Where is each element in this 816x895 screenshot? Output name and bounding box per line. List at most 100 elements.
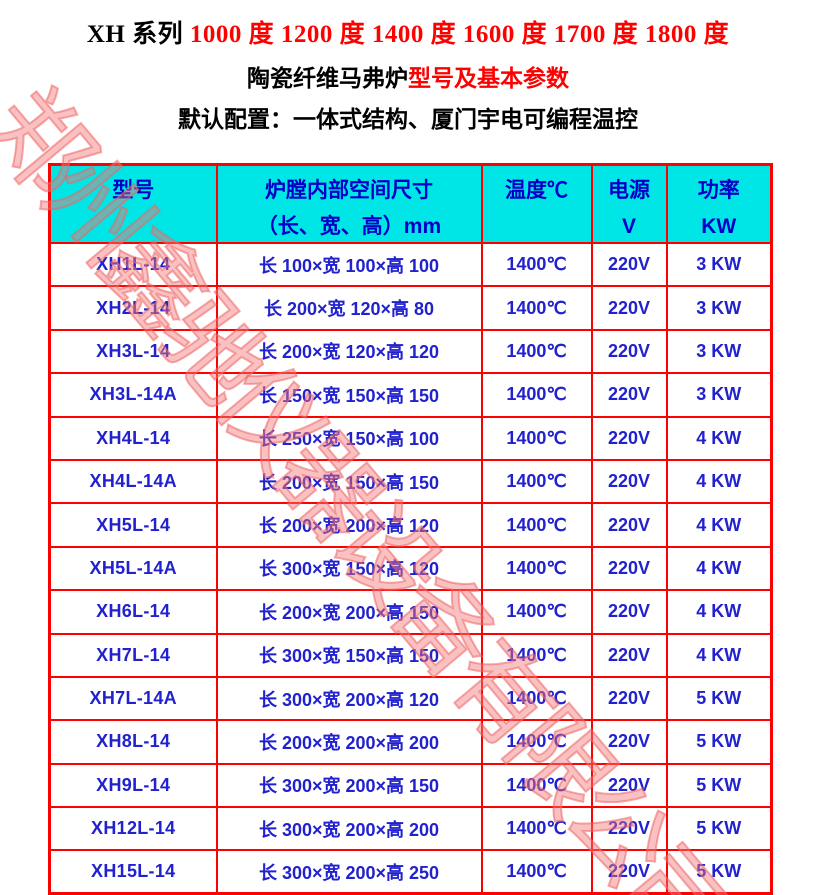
power-cell: 5 KW (665, 675, 773, 722)
table-row: XH7L-14A 长 300×宽 200×高 120 1400℃ 220V 5 KW (48, 675, 773, 722)
header-model-label: 型号 (112, 179, 155, 202)
title-series-black: XH 系列 (86, 21, 190, 48)
header-model-sub (52, 212, 215, 241)
voltage-cell: 220V (590, 675, 668, 722)
voltage-cell: 220V (590, 458, 668, 505)
voltage-cell: 220V (590, 502, 668, 548)
table-row: XH12L-14 长 300×宽 200×高 200 1400℃ 220V 5 KW (48, 806, 773, 852)
model-cell: XH7L-14 (48, 632, 218, 678)
power-cell: 3 KW (665, 241, 773, 288)
temp-cell: 1400℃ (480, 545, 593, 592)
model-cell: XH12L-14 (48, 806, 218, 852)
header-voltage-sub: V (621, 215, 636, 238)
model-cell: XH8L-14 (48, 719, 218, 765)
size-cell: 长 200×宽 200×高 120 (215, 502, 483, 548)
size-cell: 长 300×宽 200×高 200 (215, 806, 483, 852)
header-row: 型号 炉膛内部空间尺寸 （长、宽、高）mm 温度℃ 电源 V 功率 KW (48, 163, 773, 244)
temp-cell: 1400℃ (480, 372, 593, 418)
power-cell: 5 KW (665, 719, 773, 765)
temp-cell: 1400℃ (480, 762, 593, 809)
voltage-cell: 220V (590, 545, 668, 592)
header-voltage-label: 电源 (608, 179, 650, 202)
power-cell: 3 KW (665, 285, 773, 331)
table-row: XH6L-14 长 200×宽 200×高 150 1400℃ 220V 4 KW (48, 589, 773, 635)
power-cell: 3 KW (665, 372, 773, 418)
table-row: XH8L-14 长 200×宽 200×高 200 1400℃ 220V 5 KW (48, 719, 773, 765)
title-series-line: XH 系列 1000 度 1200 度 1400 度 1600 度 1700 度… (0, 18, 816, 52)
header-temperature: 温度℃ (480, 163, 593, 244)
header-power: 功率 KW (665, 163, 773, 244)
model-cell: XH2L-14 (48, 285, 218, 331)
table-row: XH4L-14 长 250×宽 150×高 100 1400℃ 220V 4 KW (48, 415, 773, 461)
title-product-line: 陶瓷纤维马弗炉型号及基本参数 (0, 62, 816, 94)
temp-cell: 1400℃ (480, 241, 593, 288)
voltage-cell: 220V (590, 762, 668, 809)
power-cell: 4 KW (665, 502, 773, 548)
temp-cell: 1400℃ (480, 589, 593, 635)
temp-cell: 1400℃ (480, 806, 593, 852)
voltage-cell: 220V (590, 806, 668, 852)
size-cell: 长 200×宽 120×高 120 (215, 328, 483, 375)
power-cell: 5 KW (665, 849, 773, 895)
temp-cell: 1400℃ (480, 719, 593, 765)
size-cell: 长 300×宽 150×高 150 (215, 632, 483, 678)
temp-cell: 1400℃ (480, 502, 593, 548)
temp-cell: 1400℃ (480, 849, 593, 895)
table-row: XH5L-14 长 200×宽 200×高 120 1400℃ 220V 4 KW (48, 502, 773, 548)
power-cell: 4 KW (665, 632, 773, 678)
model-cell: XH4L-14 (48, 415, 218, 461)
voltage-cell: 220V (590, 285, 668, 331)
model-cell: XH3L-14A (48, 372, 218, 418)
model-cell: XH7L-14A (48, 675, 218, 722)
header-chamber-size-sub: （长、宽、高）mm (256, 215, 442, 238)
header-chamber-size: 炉膛内部空间尺寸 （长、宽、高）mm (215, 163, 483, 244)
size-cell: 长 300×宽 200×高 250 (215, 849, 483, 895)
table-row: XH4L-14A 长 200×宽 150×高 150 1400℃ 220V 4 KW (48, 458, 773, 505)
document-header: XH 系列 1000 度 1200 度 1400 度 1600 度 1700 度… (0, 18, 816, 135)
voltage-cell: 220V (590, 328, 668, 375)
title-product-red: 型号及基本参数 (408, 65, 569, 91)
temp-cell: 1400℃ (480, 632, 593, 678)
power-cell: 4 KW (665, 589, 773, 635)
voltage-cell: 220V (590, 719, 668, 765)
size-cell: 长 250×宽 150×高 100 (215, 415, 483, 461)
temp-cell: 1400℃ (480, 415, 593, 461)
power-cell: 4 KW (665, 545, 773, 592)
voltage-cell: 220V (590, 632, 668, 678)
size-cell: 长 300×宽 200×高 120 (215, 675, 483, 722)
model-cell: XH5L-14A (48, 545, 218, 592)
size-cell: 长 200×宽 200×高 200 (215, 719, 483, 765)
model-cell: XH15L-14 (48, 849, 218, 895)
header-power-sub: KW (701, 215, 737, 238)
table-row: XH7L-14 长 300×宽 150×高 150 1400℃ 220V 4 KW (48, 632, 773, 678)
table-row: XH3L-14A 长 150×宽 150×高 150 1400℃ 220V 3 KW (48, 372, 773, 418)
power-cell: 5 KW (665, 806, 773, 852)
model-cell: XH4L-14A (48, 458, 218, 505)
voltage-cell: 220V (590, 589, 668, 635)
header-chamber-size-label: 炉膛内部空间尺寸 (265, 179, 433, 202)
temp-cell: 1400℃ (480, 328, 593, 375)
size-cell: 长 200×宽 200×高 150 (215, 589, 483, 635)
title-default-config: 默认配置：一体式结构、厦门宇电可编程温控 (178, 106, 638, 132)
size-cell: 长 200×宽 150×高 150 (215, 458, 483, 505)
spec-table-header: 型号 炉膛内部空间尺寸 （长、宽、高）mm 温度℃ 电源 V 功率 KW (48, 163, 773, 244)
spec-table: 型号 炉膛内部空间尺寸 （长、宽、高）mm 温度℃ 电源 V 功率 KW XH1… (48, 163, 773, 895)
header-voltage: 电源 V (590, 163, 668, 244)
table-row: XH15L-14 长 300×宽 200×高 250 1400℃ 220V 5 KW (48, 849, 773, 895)
power-cell: 4 KW (665, 458, 773, 505)
size-cell: 长 200×宽 120×高 80 (215, 285, 483, 331)
title-series-degrees: 1000 度 1200 度 1400 度 1600 度 1700 度 1800 … (189, 21, 730, 48)
power-cell: 3 KW (665, 328, 773, 375)
voltage-cell: 220V (590, 372, 668, 418)
header-power-label: 功率 (697, 179, 740, 202)
header-temperature-sub (484, 212, 590, 241)
model-cell: XH5L-14 (48, 502, 218, 548)
size-cell: 长 300×宽 200×高 150 (215, 762, 483, 809)
table-row: XH9L-14 长 300×宽 200×高 150 1400℃ 220V 5 KW (48, 762, 773, 809)
model-cell: XH3L-14 (48, 328, 218, 375)
table-row: XH3L-14 长 200×宽 120×高 120 1400℃ 220V 3 KW (48, 328, 773, 375)
power-cell: 4 KW (665, 415, 773, 461)
title-product-black: 陶瓷纤维马弗炉 (247, 65, 408, 91)
voltage-cell: 220V (590, 415, 668, 461)
temp-cell: 1400℃ (480, 458, 593, 505)
